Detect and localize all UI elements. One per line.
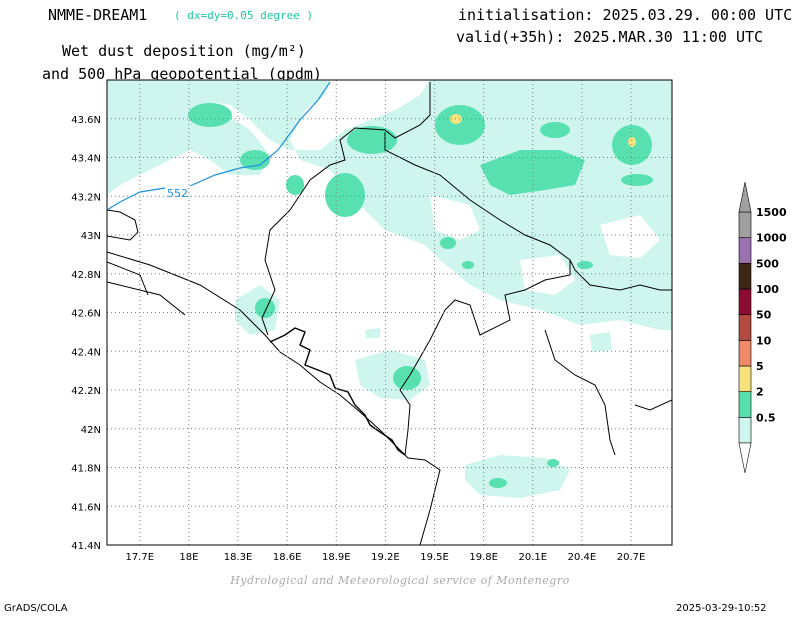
lat-tick-label: 41.4N xyxy=(71,541,101,552)
lon-tick-label: 18.6E xyxy=(273,552,302,563)
map-frame xyxy=(106,79,673,546)
lat-tick-label: 42.2N xyxy=(71,386,101,397)
initialisation-time: initialisation: 2025.03.29. 00:00 UTC xyxy=(458,6,793,24)
model-resolution: ( dx=dy=0.05 degree ) xyxy=(174,9,314,22)
lat-tick-label: 41.8N xyxy=(71,464,101,475)
lat-tick-label: 42N xyxy=(81,425,101,436)
lat-tick-label: 43.2N xyxy=(71,192,101,203)
legend-label: 50 xyxy=(756,309,772,322)
legend-bottom-arrow xyxy=(738,442,752,474)
lat-tick-label: 42.8N xyxy=(71,270,101,281)
legend-label: 5 xyxy=(756,360,764,373)
legend-swatch xyxy=(738,314,752,341)
legend-label: 100 xyxy=(756,283,779,296)
lon-tick-label: 20.4E xyxy=(568,552,597,563)
lat-tick-label: 43N xyxy=(81,231,101,242)
legend-label: 0.5 xyxy=(756,411,776,424)
lat-tick-label: 43.4N xyxy=(71,154,101,165)
lon-tick-label: 20.1E xyxy=(519,552,548,563)
lon-tick-label: 19.2E xyxy=(371,552,400,563)
valid-time: valid(+35h): 2025.MAR.30 11:00 UTC xyxy=(456,28,764,46)
lon-tick-label: 18.9E xyxy=(322,552,351,563)
color-legend: 0.5 2 5 10 50 100 500 1000 1500 xyxy=(738,181,787,474)
legend-swatch xyxy=(738,417,752,444)
legend-label: 1500 xyxy=(756,206,787,219)
latitude-tick-labels: 43.6N 43.4N 43.2N 43N 42.8N 42.6N 42.4N 42.2N 42… xyxy=(71,115,101,552)
legend-swatch xyxy=(738,288,752,315)
lat-tick-label: 42.4N xyxy=(71,347,101,358)
lat-tick-label: 41.6N xyxy=(71,502,101,513)
map-title-line1: Wet dust deposition (mg/m²) xyxy=(62,42,306,60)
legend-top-arrow xyxy=(738,181,752,213)
model-name: NMME-DREAM1 xyxy=(48,6,148,24)
legend-swatch xyxy=(738,391,752,418)
lon-tick-label: 17.7E xyxy=(125,552,154,563)
lon-tick-label: 18E xyxy=(179,552,198,563)
lon-tick-label: 20.7E xyxy=(617,552,646,563)
legend-label: 500 xyxy=(756,257,779,270)
legend-swatch xyxy=(738,340,752,367)
legend-swatch xyxy=(738,365,752,392)
lat-tick-label: 42.6N xyxy=(71,309,101,320)
lat-tick-label: 43.6N xyxy=(71,115,101,126)
lon-tick-label: 18.3E xyxy=(224,552,253,563)
lon-tick-label: 19.8E xyxy=(469,552,498,563)
legend-label: 2 xyxy=(756,386,764,399)
legend-swatch xyxy=(738,263,752,290)
dust-deposition-field xyxy=(107,80,672,545)
map-title-line2: and 500 hPa geopotential (gpdm) xyxy=(42,65,322,83)
footer-software: GrADS/COLA xyxy=(4,603,68,614)
contour-label: 552 xyxy=(167,187,188,200)
lon-tick-label: 19.5E xyxy=(420,552,449,563)
footer-timestamp: 2025-03-29-10:52 xyxy=(676,603,767,614)
longitude-tick-labels: 17.7E 18E 18.3E 18.6E 18.9E 19.2E 19.5E 19.8E 20… xyxy=(125,552,645,563)
footer-credit: Hydrological and Meteorological service … xyxy=(230,574,570,587)
legend-swatch xyxy=(738,211,752,238)
legend-label: 1000 xyxy=(756,232,787,245)
legend-swatch xyxy=(738,237,752,264)
map-grid xyxy=(107,80,672,545)
legend-label: 10 xyxy=(756,334,772,347)
